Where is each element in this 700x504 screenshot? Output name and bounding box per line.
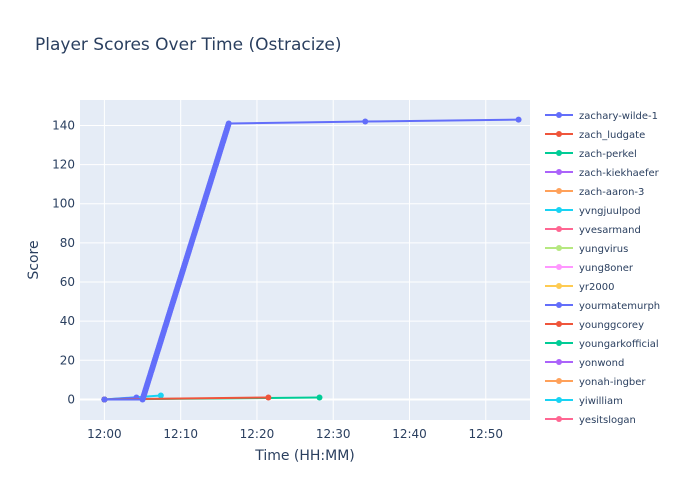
legend-item[interactable]: yr2000 <box>545 282 614 293</box>
legend-marker <box>556 169 562 175</box>
legend-item[interactable]: zachary-wilde-1 <box>545 111 658 122</box>
legend-label: zach-aaron-3 <box>579 187 644 198</box>
legend-marker <box>556 359 562 365</box>
legend-item[interactable]: yonah-ingber <box>545 377 646 388</box>
grid-lines <box>80 100 530 420</box>
data-point[interactable] <box>265 394 272 401</box>
legend-label: zach_ludgate <box>579 130 645 141</box>
y-tick-label: 60 <box>60 275 75 289</box>
x-tick-labels: 12:00 12:10 12:20 12:30 12:40 12:50 <box>87 427 503 441</box>
legend-marker <box>556 397 562 403</box>
x-tick-label: 12:00 <box>87 427 122 441</box>
legend-label: yung8oner <box>579 263 634 274</box>
legend-item[interactable]: yung8oner <box>545 263 634 274</box>
y-tick-label: 40 <box>60 314 75 328</box>
legend-item[interactable]: zach-perkel <box>545 149 637 160</box>
legend-marker <box>556 264 562 270</box>
legend-item[interactable]: yungvirus <box>545 244 628 255</box>
data-point[interactable] <box>362 118 369 125</box>
legend-label: yonah-ingber <box>579 377 646 388</box>
legend-marker <box>556 321 562 327</box>
legend-marker <box>556 340 562 346</box>
data-point[interactable] <box>101 396 108 403</box>
legend-label: yvngjuulpod <box>579 206 641 217</box>
y-tick-label: 140 <box>52 118 75 132</box>
legend-item[interactable]: zach-aaron-3 <box>545 187 644 198</box>
y-axis-label: Score <box>26 240 42 279</box>
data-point[interactable] <box>225 122 232 129</box>
legend-marker <box>556 302 562 308</box>
legend-label: zachary-wilde-1 <box>579 111 658 122</box>
legend-label: yvesarmand <box>579 225 641 236</box>
legend-item[interactable]: yvngjuulpod <box>545 206 641 217</box>
y-tick-label: 120 <box>52 158 75 172</box>
legend-item[interactable]: yourmatemurph <box>545 301 660 312</box>
y-tick-label: 80 <box>60 236 75 250</box>
legend-item[interactable]: zach_ludgate <box>545 130 645 141</box>
legend-label: yr2000 <box>579 282 614 293</box>
x-axis-label: Time (HH:MM) <box>254 448 355 464</box>
legend-item[interactable]: zach-kiekhaefer <box>545 168 660 179</box>
y-tick-label: 0 <box>67 392 75 406</box>
legend-marker <box>556 131 562 137</box>
legend-item[interactable]: yonwond <box>545 358 624 369</box>
legend-label: yungvirus <box>579 244 628 255</box>
data-point[interactable] <box>316 394 323 401</box>
chart-title: Player Scores Over Time (Ostracize) <box>35 35 342 55</box>
legend-item[interactable]: yesitslogan <box>545 415 636 426</box>
legend-item[interactable]: yvesarmand <box>545 225 641 236</box>
legend-marker <box>556 226 562 232</box>
legend-item[interactable]: yiwilliam <box>545 396 623 407</box>
y-tick-labels: 0 20 40 60 80 100 120 140 <box>52 118 75 406</box>
x-tick-label: 12:10 <box>163 427 198 441</box>
legend-label: yonwond <box>579 358 624 369</box>
legend-marker <box>556 283 562 289</box>
legend-label: yourmatemurph <box>579 301 660 312</box>
legend-marker <box>556 112 562 118</box>
x-tick-label: 12:20 <box>240 427 275 441</box>
series-layer <box>101 116 522 403</box>
legend-marker <box>556 150 562 156</box>
legend-marker <box>556 416 562 422</box>
legend-marker <box>556 245 562 251</box>
legend-label: zach-perkel <box>579 149 637 160</box>
legend-label: yesitslogan <box>579 415 636 426</box>
legend-label: youngarkofficial <box>579 339 659 350</box>
legend-item[interactable]: youngarkofficial <box>545 339 659 350</box>
legend-marker <box>556 378 562 384</box>
y-tick-label: 20 <box>60 353 75 367</box>
x-tick-label: 12:40 <box>392 427 427 441</box>
x-tick-label: 12:50 <box>468 427 503 441</box>
legend-item[interactable]: younggcorey <box>545 320 644 331</box>
legend-label: zach-kiekhaefer <box>579 168 660 179</box>
series-zachary-wilde-1 <box>101 116 522 403</box>
legend-marker <box>556 207 562 213</box>
legend[interactable]: zachary-wilde-1 zach_ludgate zach-perkel za… <box>545 111 660 426</box>
legend-marker <box>556 188 562 194</box>
data-point[interactable] <box>157 392 164 399</box>
x-tick-label: 12:30 <box>316 427 351 441</box>
y-tick-label: 100 <box>52 197 75 211</box>
legend-label: yiwilliam <box>579 396 623 407</box>
data-point[interactable] <box>515 116 522 123</box>
legend-label: younggcorey <box>579 320 644 331</box>
plot-area <box>80 100 530 420</box>
